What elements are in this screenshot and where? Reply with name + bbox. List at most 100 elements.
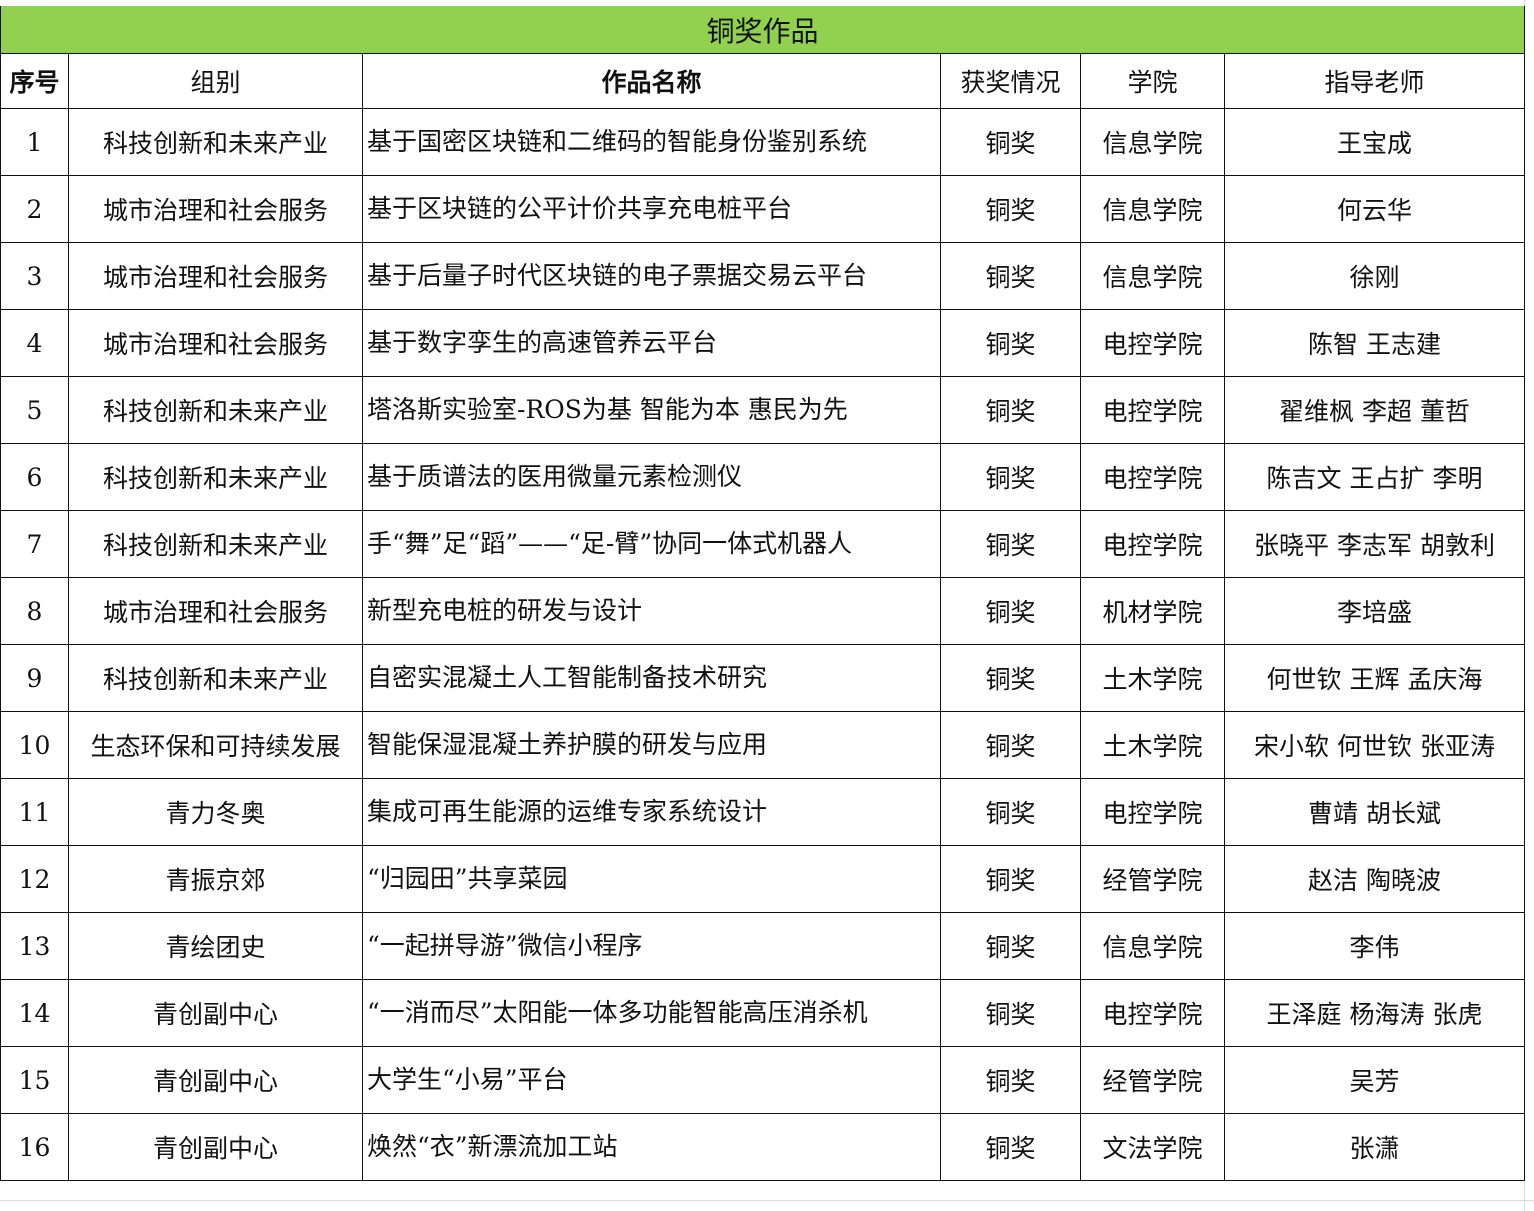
cell-advisor[interactable]: 吴芳	[1224, 1046, 1525, 1114]
cell-college[interactable]: 土木学院	[1080, 644, 1225, 712]
header-group[interactable]: 组别	[68, 53, 363, 109]
cell-index[interactable]: 2	[0, 175, 69, 243]
cell-index[interactable]: 1	[0, 108, 69, 176]
cell-advisor[interactable]: 李伟	[1224, 912, 1525, 980]
cell-group[interactable]: 青绘团史	[68, 912, 363, 980]
cell-award[interactable]: 铜奖	[940, 644, 1081, 712]
cell-award[interactable]: 铜奖	[940, 1046, 1081, 1114]
cell-award[interactable]: 铜奖	[940, 510, 1081, 578]
cell-index[interactable]: 5	[0, 376, 69, 444]
cell-advisor[interactable]: 王泽庭 杨海涛 张虎	[1224, 979, 1525, 1047]
cell-work[interactable]: “归园田”共享菜园	[362, 845, 941, 913]
cell-award[interactable]: 铜奖	[940, 912, 1081, 980]
cell-advisor[interactable]: 张晓平 李志军 胡敦利	[1224, 510, 1525, 578]
cell-index[interactable]: 13	[0, 912, 69, 980]
header-index[interactable]: 序号	[0, 53, 69, 109]
cell-college[interactable]: 经管学院	[1080, 1046, 1225, 1114]
cell-work[interactable]: 基于质谱法的医用微量元素检测仪	[362, 443, 941, 511]
cell-work[interactable]: “一起拼导游”微信小程序	[362, 912, 941, 980]
cell-group[interactable]: 青振京郊	[68, 845, 363, 913]
cell-advisor[interactable]: 曹靖 胡长斌	[1224, 778, 1525, 846]
cell-index[interactable]: 11	[0, 778, 69, 846]
cell-group[interactable]: 城市治理和社会服务	[68, 242, 363, 310]
cell-index[interactable]: 9	[0, 644, 69, 712]
cell-group[interactable]: 科技创新和未来产业	[68, 443, 363, 511]
cell-college[interactable]: 电控学院	[1080, 376, 1225, 444]
cell-group[interactable]: 科技创新和未来产业	[68, 108, 363, 176]
sheet-title[interactable]: 铜奖作品	[0, 6, 1525, 54]
cell-index[interactable]: 12	[0, 845, 69, 913]
cell-award[interactable]: 铜奖	[940, 979, 1081, 1047]
cell-index[interactable]: 15	[0, 1046, 69, 1114]
header-advisor[interactable]: 指导老师	[1224, 53, 1525, 109]
cell-index[interactable]: 10	[0, 711, 69, 779]
cell-advisor[interactable]: 张潇	[1224, 1113, 1525, 1181]
cell-advisor[interactable]: 何云华	[1224, 175, 1525, 243]
cell-advisor[interactable]: 王宝成	[1224, 108, 1525, 176]
cell-work[interactable]: 集成可再生能源的运维专家系统设计	[362, 778, 941, 846]
cell-work[interactable]: 智能保湿混凝土养护膜的研发与应用	[362, 711, 941, 779]
cell-award[interactable]: 铜奖	[940, 242, 1081, 310]
cell-work[interactable]: 焕然“衣”新漂流加工站	[362, 1113, 941, 1181]
cell-advisor[interactable]: 宋小软 何世钦 张亚涛	[1224, 711, 1525, 779]
cell-college[interactable]: 电控学院	[1080, 510, 1225, 578]
cell-index[interactable]: 16	[0, 1113, 69, 1181]
header-award[interactable]: 获奖情况	[940, 53, 1081, 109]
cell-work[interactable]: 基于后量子时代区块链的电子票据交易云平台	[362, 242, 941, 310]
cell-index[interactable]: 8	[0, 577, 69, 645]
header-work[interactable]: 作品名称	[362, 53, 941, 109]
cell-work[interactable]: 基于区块链的公平计价共享充电桩平台	[362, 175, 941, 243]
cell-college[interactable]: 电控学院	[1080, 309, 1225, 377]
cell-college[interactable]: 信息学院	[1080, 108, 1225, 176]
cell-group[interactable]: 青创副中心	[68, 1113, 363, 1181]
cell-work[interactable]: 基于数字孪生的高速管养云平台	[362, 309, 941, 377]
cell-advisor[interactable]: 徐刚	[1224, 242, 1525, 310]
cell-award[interactable]: 铜奖	[940, 443, 1081, 511]
cell-college[interactable]: 经管学院	[1080, 845, 1225, 913]
cell-advisor[interactable]: 李培盛	[1224, 577, 1525, 645]
header-college[interactable]: 学院	[1080, 53, 1225, 109]
cell-group[interactable]: 青创副中心	[68, 979, 363, 1047]
cell-award[interactable]: 铜奖	[940, 376, 1081, 444]
cell-group[interactable]: 科技创新和未来产业	[68, 644, 363, 712]
cell-award[interactable]: 铜奖	[940, 577, 1081, 645]
cell-college[interactable]: 信息学院	[1080, 175, 1225, 243]
cell-index[interactable]: 4	[0, 309, 69, 377]
cell-index[interactable]: 7	[0, 510, 69, 578]
cell-award[interactable]: 铜奖	[940, 778, 1081, 846]
cell-award[interactable]: 铜奖	[940, 845, 1081, 913]
cell-group[interactable]: 科技创新和未来产业	[68, 376, 363, 444]
cell-work[interactable]: 新型充电桩的研发与设计	[362, 577, 941, 645]
cell-group[interactable]: 生态环保和可持续发展	[68, 711, 363, 779]
cell-group[interactable]: 青力冬奥	[68, 778, 363, 846]
cell-college[interactable]: 机材学院	[1080, 577, 1225, 645]
cell-college[interactable]: 电控学院	[1080, 443, 1225, 511]
cell-group[interactable]: 青创副中心	[68, 1046, 363, 1114]
cell-advisor[interactable]: 陈吉文 王占扩 李明	[1224, 443, 1525, 511]
cell-award[interactable]: 铜奖	[940, 1113, 1081, 1181]
cell-group[interactable]: 城市治理和社会服务	[68, 309, 363, 377]
cell-work[interactable]: 手“舞”足“蹈”——“足-臂”协同一体式机器人	[362, 510, 941, 578]
cell-college[interactable]: 土木学院	[1080, 711, 1225, 779]
cell-advisor[interactable]: 翟维枫 李超 董哲	[1224, 376, 1525, 444]
cell-college[interactable]: 电控学院	[1080, 979, 1225, 1047]
cell-index[interactable]: 3	[0, 242, 69, 310]
cell-college[interactable]: 电控学院	[1080, 778, 1225, 846]
cell-index[interactable]: 14	[0, 979, 69, 1047]
cell-advisor[interactable]: 何世钦 王辉 孟庆海	[1224, 644, 1525, 712]
cell-advisor[interactable]: 赵洁 陶晓波	[1224, 845, 1525, 913]
cell-work[interactable]: 塔洛斯实验室-ROS为基 智能为本 惠民为先	[362, 376, 941, 444]
cell-group[interactable]: 城市治理和社会服务	[68, 577, 363, 645]
cell-college[interactable]: 文法学院	[1080, 1113, 1225, 1181]
cell-work[interactable]: 大学生“小易”平台	[362, 1046, 941, 1114]
cell-award[interactable]: 铜奖	[940, 108, 1081, 176]
cell-college[interactable]: 信息学院	[1080, 912, 1225, 980]
cell-advisor[interactable]: 陈智 王志建	[1224, 309, 1525, 377]
cell-group[interactable]: 城市治理和社会服务	[68, 175, 363, 243]
cell-work[interactable]: 自密实混凝土人工智能制备技术研究	[362, 644, 941, 712]
cell-work[interactable]: 基于国密区块链和二维码的智能身份鉴别系统	[362, 108, 941, 176]
cell-award[interactable]: 铜奖	[940, 175, 1081, 243]
cell-college[interactable]: 信息学院	[1080, 242, 1225, 310]
cell-award[interactable]: 铜奖	[940, 711, 1081, 779]
cell-index[interactable]: 6	[0, 443, 69, 511]
